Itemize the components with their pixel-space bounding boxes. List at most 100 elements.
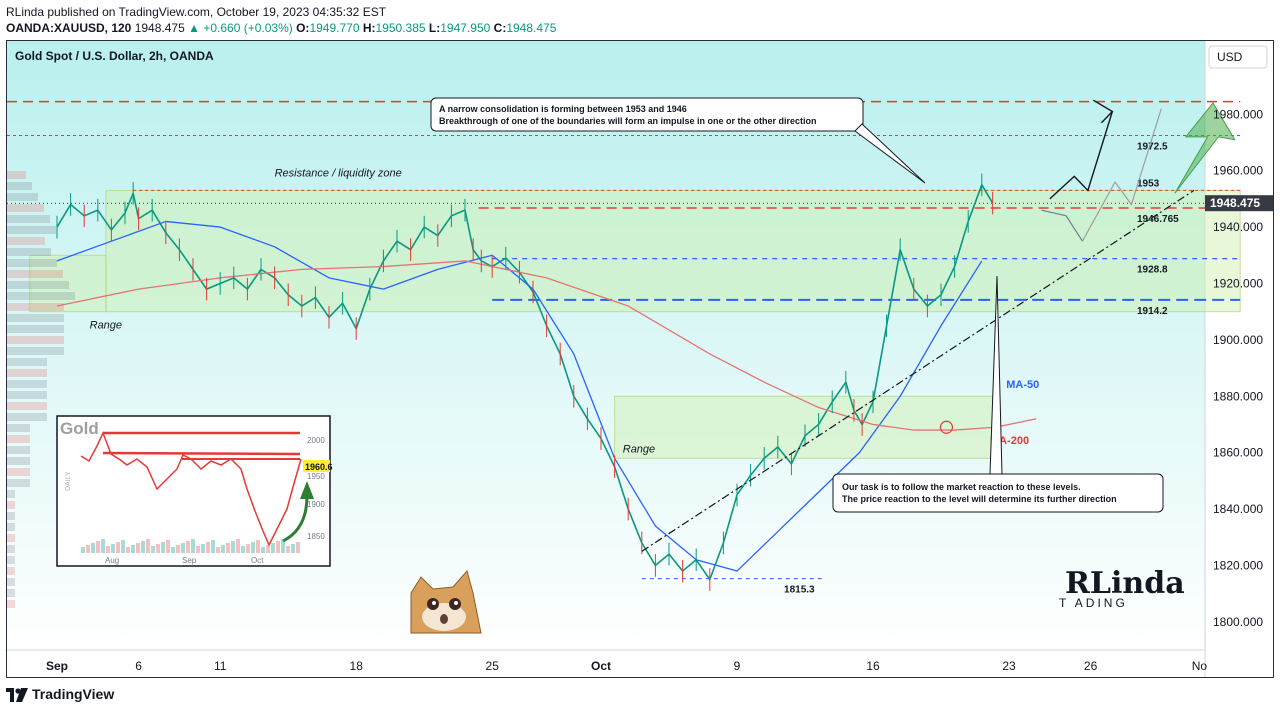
currency-label: USD [1217,50,1243,64]
price-change: +0.660 (+0.03%) [203,21,293,35]
volume-profile-bar [7,281,69,289]
inset-chart: Gold 1960.6 2000 1950 1900 1850 Aug Sep … [56,415,333,567]
symbol-label: OANDA:XAUUSD, 120 [6,21,132,35]
volume-profile-bar [7,490,15,498]
volume-profile-bar [7,545,15,553]
ma-label-0: MA-50 [1006,379,1039,391]
inset-volume-bar [151,546,155,553]
ohlc-open-key: O: [296,21,310,35]
inset-x-tick-oct: Oct [251,556,264,565]
chart-title: Gold Spot / U.S. Dollar, 2h, OANDA [15,49,214,63]
inset-volume-bars [81,539,300,553]
y-tick-label: 1860.000 [1213,446,1263,460]
zone-box-0 [105,189,1241,313]
x-tick-label: No [1192,659,1208,673]
volume-profile-bar [7,556,15,564]
chart-header: RLinda published on TradingView.com, Oct… [6,4,556,36]
x-tick-label: 9 [734,659,741,673]
inset-y-tick-1850: 1850 [307,532,325,541]
x-tick-label: 26 [1084,659,1098,673]
level-label-4: 1928.8 [1137,265,1168,276]
zone-label-0: Resistance / liquidity zone [275,167,402,179]
inset-volume-bar [86,545,90,553]
annotation-line-1: A narrow consolidation is forming betwee… [439,104,687,114]
x-tick-label: 25 [486,659,500,673]
x-tick-label: 16 [866,659,880,673]
volume-profile-bar [7,182,32,190]
chart-frame[interactable]: Resistance / liquidity zone Range Range 19… [6,40,1274,678]
x-tick-label: 18 [350,659,364,673]
volume-profile-bar [7,358,47,366]
price-chart[interactable]: Resistance / liquidity zone Range Range 19… [7,41,1273,677]
y-tick-label: 1800.000 [1213,615,1263,629]
inset-title: Gold [60,419,99,438]
inset-volume-bar [276,541,280,553]
volume-profile-bar [7,589,15,597]
publisher-line: RLinda published on TradingView.com, Oct… [6,5,387,19]
inset-volume-bar [271,543,275,553]
inset-volume-bar [116,542,120,553]
inset-up-arrow [282,495,309,543]
volume-profile-bar [7,512,15,520]
volume-profile-bar [7,446,30,454]
inset-volume-bar [261,547,265,553]
annotation-box-consolidation: A narrow consolidation is forming betwee… [430,97,926,184]
scenario-up-arrow [1049,111,1114,200]
inset-x-tick-sep: Sep [182,556,197,565]
x-tick-label: 11 [214,659,227,673]
level-label-3: 1946.765 [1137,214,1179,225]
volume-profile-bar [7,578,15,586]
y-tick-label: 1840.000 [1213,502,1263,516]
price-badge-label: 1948.475 [1210,196,1260,210]
inset-volume-bar [121,540,125,553]
volume-profile-bar [7,248,51,256]
inset-volume-bar [196,546,200,553]
scenario-retest-arrow [1081,108,1162,242]
zone-label-2: Range [90,320,122,332]
inset-axis-label: DAILY [65,471,72,491]
volume-profile-bar [7,171,26,179]
time-axis-background [7,650,1205,677]
volume-profile-bar [7,303,64,311]
inset-volume-bar [91,543,95,553]
currency-button[interactable]: USD [1208,45,1268,69]
inset-price-line [80,431,302,547]
inset-volume-bar [81,547,85,553]
volume-profile-bar [7,270,63,278]
y-tick-label: 1900.000 [1213,333,1263,347]
bullish-target-arrow [1174,102,1236,194]
inset-volume-bar [281,539,285,553]
level-label-1: 1972.5 [1137,141,1168,152]
inset-volume-bar [111,544,115,553]
inset-volume-bar [231,541,235,553]
ohlc-close-value: 1948.475 [506,21,557,35]
inset-volume-bar [241,546,245,553]
volume-profile-bar [7,468,30,476]
volume-profile-bar [7,369,47,377]
x-tick-label: 23 [1002,659,1016,673]
volume-profile-bar [7,292,75,300]
inset-volume-bar [96,541,100,553]
inset-volume-bar [256,540,260,553]
volume-profile-bar [7,391,47,399]
y-tick-label: 1880.000 [1213,389,1263,403]
inset-volume-bar [126,547,130,553]
volume-profile-bar [7,402,47,410]
tradingview-footer[interactable]: TradingView [6,686,114,703]
ohlc-low-value: 1947.950 [440,21,491,35]
y-tick-label: 1820.000 [1213,558,1263,572]
inset-volume-bar [131,545,135,553]
inset-volume-bar [156,544,160,553]
inset-volume-bar [296,542,300,553]
inset-volume-bar [251,542,255,553]
inset-arrow-head [300,481,314,499]
cat-sticker [410,569,482,634]
inset-volume-bar [141,541,145,553]
zone-label-1: Range [623,444,655,456]
inset-price-tag-label: 1960.6 [305,462,333,472]
inset-volume-bar [101,539,105,553]
inset-volume-bar [146,539,150,553]
inset-x-tick-aug: Aug [105,556,119,565]
inset-resistance-mid [102,451,301,456]
series-line-ma-50 [56,220,983,572]
